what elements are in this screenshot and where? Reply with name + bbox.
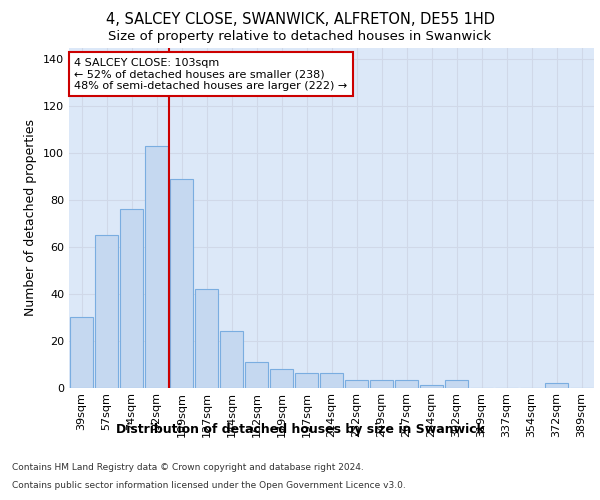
- Bar: [445, 380, 469, 388]
- Bar: [70, 317, 94, 388]
- Text: 4, SALCEY CLOSE, SWANWICK, ALFRETON, DE55 1HD: 4, SALCEY CLOSE, SWANWICK, ALFRETON, DE5…: [106, 12, 494, 28]
- Text: Distribution of detached houses by size in Swanwick: Distribution of detached houses by size …: [116, 422, 484, 436]
- Bar: [344, 380, 368, 388]
- Text: Contains HM Land Registry data © Crown copyright and database right 2024.: Contains HM Land Registry data © Crown c…: [12, 462, 364, 471]
- Bar: [194, 289, 218, 388]
- Bar: [245, 362, 268, 388]
- Bar: [95, 235, 118, 388]
- Bar: [395, 380, 418, 388]
- Text: Contains public sector information licensed under the Open Government Licence v3: Contains public sector information licen…: [12, 481, 406, 490]
- Bar: [370, 380, 394, 388]
- Bar: [295, 374, 319, 388]
- Y-axis label: Number of detached properties: Number of detached properties: [25, 119, 37, 316]
- Text: 4 SALCEY CLOSE: 103sqm
← 52% of detached houses are smaller (238)
48% of semi-de: 4 SALCEY CLOSE: 103sqm ← 52% of detached…: [74, 58, 347, 91]
- Bar: [545, 383, 568, 388]
- Bar: [320, 374, 343, 388]
- Bar: [220, 331, 244, 388]
- Text: Size of property relative to detached houses in Swanwick: Size of property relative to detached ho…: [109, 30, 491, 43]
- Bar: [170, 179, 193, 388]
- Bar: [145, 146, 169, 388]
- Bar: [419, 385, 443, 388]
- Bar: [269, 368, 293, 388]
- Bar: [119, 210, 143, 388]
